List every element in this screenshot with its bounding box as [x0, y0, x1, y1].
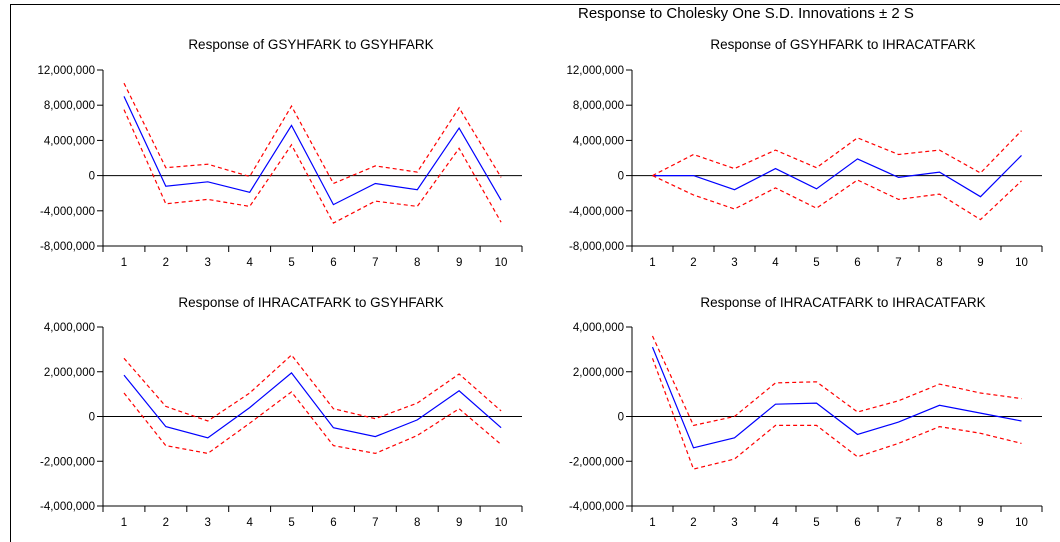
panel-title: Response of IHRACATFARK to GSYHFARK [178, 295, 443, 310]
y-tick-label: -8,000,000 [569, 241, 624, 253]
y-tick-label: 8,000,000 [573, 100, 624, 112]
chart-panel-2: Response of GSYHFARK to IHRACATFARK 12,00… [566, 37, 1043, 269]
x-tick-label: 2 [163, 257, 169, 269]
x-tick-label: 5 [813, 257, 819, 269]
series-upper-line [652, 130, 1022, 177]
y-tick-label: 8,000,000 [44, 100, 95, 112]
series-lower-line [123, 109, 502, 224]
y-tick-label: 2,000,000 [44, 367, 95, 379]
y-tick-label: -4,000,000 [40, 501, 95, 513]
x-tick-label: 7 [372, 517, 378, 529]
figure-title: Response to Cholesky One S.D. Innovation… [578, 5, 914, 22]
y-tick-label: -2,000,000 [569, 456, 624, 468]
y-tick-label: 0 [89, 412, 95, 424]
x-tick-label: 2 [690, 257, 696, 269]
x-tick-label: 7 [372, 257, 378, 269]
x-tick-label: 5 [288, 517, 294, 529]
x-tick-label: 3 [205, 517, 211, 529]
x-tick-label: 2 [690, 517, 696, 529]
x-tick-label: 9 [456, 517, 462, 529]
series-upper-line [651, 335, 1022, 427]
series-response-line [123, 96, 502, 206]
x-tick-label: 7 [895, 517, 901, 529]
series-lower-line [651, 358, 1022, 470]
x-tick-label: 4 [246, 517, 253, 529]
series-response-line [651, 346, 1022, 449]
chart-panel-1: Response of GSYHFARK to GSYHFARK 12,000,0… [37, 37, 523, 269]
panel-title: Response of GSYHFARK to GSYHFARK [188, 37, 433, 52]
figure-frame [10, 4, 1060, 542]
x-tick-label: 2 [163, 517, 169, 529]
x-tick-label: 9 [977, 257, 983, 269]
y-tick-label: 2,000,000 [573, 367, 624, 379]
x-tick-label: 5 [813, 517, 819, 529]
x-tick-label: 1 [649, 517, 655, 529]
x-tick-label: 1 [121, 517, 127, 529]
x-tick-label: 3 [731, 257, 737, 269]
chart-panel-4: Response of IHRACATFARK to IHRACATFARK 4,… [569, 295, 1043, 529]
x-tick-label: 10 [1015, 257, 1028, 269]
x-tick-label: 8 [936, 257, 942, 269]
series-response-line [652, 154, 1022, 198]
series-lower-line [123, 391, 502, 455]
x-tick-label: 5 [288, 257, 294, 269]
panel-title: Response of GSYHFARK to IHRACATFARK [710, 37, 975, 52]
y-tick-label: 12,000,000 [37, 65, 95, 77]
y-tick-label: 0 [618, 412, 624, 424]
series-upper-line [123, 82, 502, 185]
x-tick-label: 1 [121, 257, 127, 269]
x-tick-label: 10 [1015, 517, 1028, 529]
x-tick-label: 6 [330, 517, 336, 529]
x-tick-label: 7 [895, 257, 901, 269]
x-tick-label: 9 [977, 517, 983, 529]
y-tick-label: 12,000,000 [566, 65, 624, 77]
x-tick-label: 6 [330, 257, 336, 269]
chart-panel-3: Response of IHRACATFARK to GSYHFARK 4,000… [40, 295, 523, 529]
x-tick-label: 8 [414, 257, 420, 269]
x-tick-label: 6 [854, 257, 860, 269]
y-tick-label: 4,000,000 [44, 135, 95, 147]
x-tick-label: 8 [936, 517, 942, 529]
y-tick-label: -4,000,000 [569, 501, 624, 513]
y-tick-label: 4,000,000 [573, 322, 624, 334]
x-tick-label: 4 [246, 257, 253, 269]
x-tick-label: 1 [649, 257, 655, 269]
y-tick-label: -2,000,000 [40, 456, 95, 468]
y-tick-label: -4,000,000 [40, 206, 95, 218]
y-tick-label: 0 [89, 171, 95, 183]
y-tick-label: 0 [618, 171, 624, 183]
series-upper-line [123, 354, 502, 422]
x-tick-label: 4 [772, 517, 779, 529]
y-tick-label: -4,000,000 [569, 206, 624, 218]
series-response-line [123, 372, 502, 439]
y-tick-label: -8,000,000 [40, 241, 95, 253]
x-tick-label: 8 [414, 517, 420, 529]
x-tick-label: 3 [205, 257, 211, 269]
x-tick-label: 4 [772, 257, 779, 269]
x-tick-label: 10 [495, 517, 508, 529]
panel-title: Response of IHRACATFARK to IHRACATFARK [700, 295, 985, 310]
y-tick-label: 4,000,000 [573, 135, 624, 147]
x-tick-label: 6 [854, 517, 860, 529]
y-tick-label: 4,000,000 [44, 322, 95, 334]
series-lower-line [652, 175, 1022, 221]
x-tick-label: 10 [495, 257, 508, 269]
x-tick-label: 9 [456, 257, 462, 269]
x-tick-label: 3 [731, 517, 737, 529]
